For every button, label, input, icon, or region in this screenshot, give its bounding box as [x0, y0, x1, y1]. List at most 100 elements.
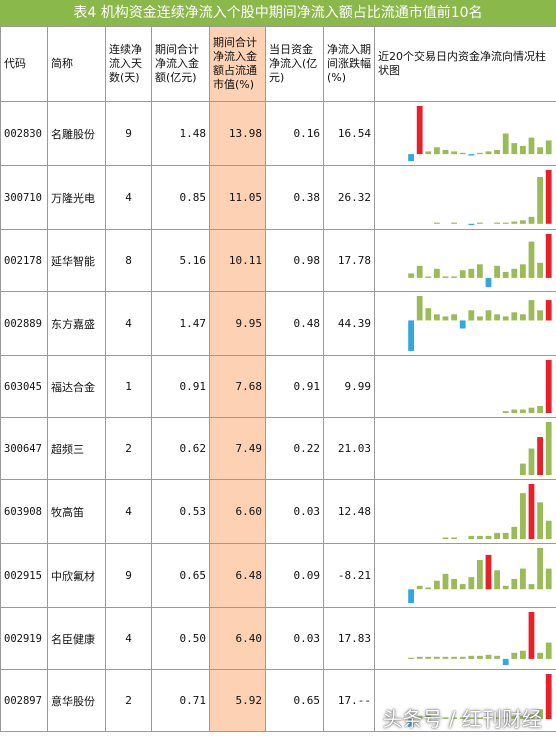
- flow-bar: [434, 147, 440, 155]
- flow-bar: [528, 584, 535, 590]
- cell-today: 0.09: [265, 543, 324, 608]
- flow-bar: [451, 314, 457, 321]
- flow-bar: [537, 310, 543, 321]
- cell-days: 2: [105, 417, 152, 480]
- flow-bar: [528, 612, 535, 659]
- cell-sparkline: [374, 229, 556, 292]
- cell-days: 2: [105, 669, 152, 732]
- flow-bar: [494, 150, 500, 155]
- cell-pct: 6.40: [209, 607, 266, 670]
- header-today: 当日资金净流入(亿元): [265, 26, 324, 102]
- cell-sparkline: [374, 607, 556, 670]
- flow-bar: [545, 300, 552, 321]
- flow-bar: [520, 409, 526, 413]
- flow-bar-chart: [408, 612, 552, 665]
- flow-bar: [494, 265, 500, 278]
- flow-bar: [434, 580, 440, 590]
- cell-today: 0.38: [265, 165, 324, 230]
- flow-bar: [520, 650, 526, 659]
- cell-inflow: 0.62: [151, 417, 210, 480]
- cell-sparkline: [374, 165, 556, 230]
- flow-bar: [537, 652, 543, 659]
- cell-days: 4: [105, 291, 152, 356]
- cell-code: 002889: [0, 291, 48, 356]
- flow-bar: [451, 656, 457, 659]
- cell-sparkline: [374, 479, 556, 544]
- cell-pct: 11.05: [209, 165, 266, 230]
- cell-days: 9: [105, 543, 152, 608]
- header-change: 净流入期间涨跌幅(%): [323, 26, 375, 102]
- flow-bar: [485, 717, 492, 719]
- flow-bar: [416, 656, 423, 659]
- flow-bar: [511, 268, 518, 278]
- flow-bar: [468, 154, 475, 156]
- flow-bar-chart: [442, 484, 552, 539]
- flow-bar: [425, 151, 432, 155]
- flow-bar: [451, 151, 457, 155]
- flow-bar-chart: [520, 422, 552, 475]
- table-title: 表4 机构资金连续净流入个股中期间净流入额占比流通市值前10名: [0, 0, 556, 26]
- flow-bar: [528, 484, 535, 539]
- cell-today: 0.03: [265, 607, 324, 670]
- flow-bar: [442, 656, 449, 659]
- flow-bar-chart: [408, 296, 552, 351]
- flow-bar-chart: [434, 170, 552, 225]
- flow-bar: [416, 585, 423, 590]
- flow-bar: [511, 143, 518, 155]
- flow-bar: [434, 314, 440, 321]
- flow-bar: [485, 151, 492, 155]
- flow-bar: [477, 535, 483, 539]
- flow-bar: [502, 658, 509, 665]
- cell-name: 超频三: [47, 417, 106, 480]
- cell-sparkline: [374, 543, 556, 608]
- flow-bar: [468, 535, 475, 539]
- cell-pct: 13.98: [209, 101, 266, 166]
- flow-bar: [442, 537, 449, 539]
- flow-bar: [537, 437, 543, 475]
- flow-bar: [511, 526, 518, 539]
- flow-bar: [537, 177, 543, 224]
- cell-today: 0.91: [265, 355, 324, 418]
- flow-bar: [528, 714, 535, 719]
- flow-bar: [494, 655, 500, 659]
- flow-bar: [545, 642, 552, 659]
- flow-bar: [545, 422, 552, 475]
- table-row: 002897 意华股份 2 0.71 5.92 0.65 17.--: [0, 669, 556, 732]
- header-pct: 期间合计净流入金额占流通市值(%): [209, 26, 266, 102]
- flow-bar: [494, 222, 500, 224]
- inflow-table: 代码 简称 连续净流入天数(天) 期间合计净流入金额(亿元) 期间合计净流入金额…: [0, 26, 556, 732]
- cell-inflow: 0.85: [151, 165, 210, 230]
- flow-bar: [502, 133, 509, 155]
- flow-bar: [528, 241, 535, 278]
- cell-sparkline: [374, 355, 556, 418]
- flow-bar: [528, 300, 535, 321]
- cell-days: 4: [105, 479, 152, 544]
- table-row: 300710 万隆光电 4 0.85 11.05 0.38 26.32: [0, 165, 556, 230]
- flow-bar: [494, 717, 500, 719]
- flow-bar: [520, 220, 526, 224]
- flow-bar: [537, 709, 543, 719]
- flow-bar: [520, 314, 526, 321]
- cell-pct: 5.92: [209, 669, 266, 732]
- cell-days: 1: [105, 355, 152, 418]
- cell-days: 4: [105, 607, 152, 670]
- cell-sparkline: [374, 101, 556, 166]
- flow-bar: [502, 411, 509, 413]
- cell-change: 16.54: [323, 101, 375, 166]
- flow-bar: [468, 655, 475, 659]
- cell-pct: 7.49: [209, 417, 266, 480]
- cell-change: 9.99: [323, 355, 375, 418]
- cell-sparkline: [374, 291, 556, 356]
- flow-bar: [459, 717, 466, 719]
- flow-bar: [485, 310, 492, 321]
- flow-bar: [434, 268, 440, 278]
- flow-bar: [511, 652, 518, 659]
- flow-bar: [537, 548, 543, 590]
- flow-bar: [545, 234, 552, 278]
- table-row: 002889 东方嘉盛 4 1.47 9.95 0.48 44.39: [0, 291, 556, 356]
- cell-today: 0.48: [265, 291, 324, 356]
- cell-days: 4: [105, 165, 152, 230]
- cell-inflow: 0.91: [151, 355, 210, 418]
- cell-name: 牧高笛: [47, 479, 106, 544]
- cell-name: 名雕股份: [47, 101, 106, 166]
